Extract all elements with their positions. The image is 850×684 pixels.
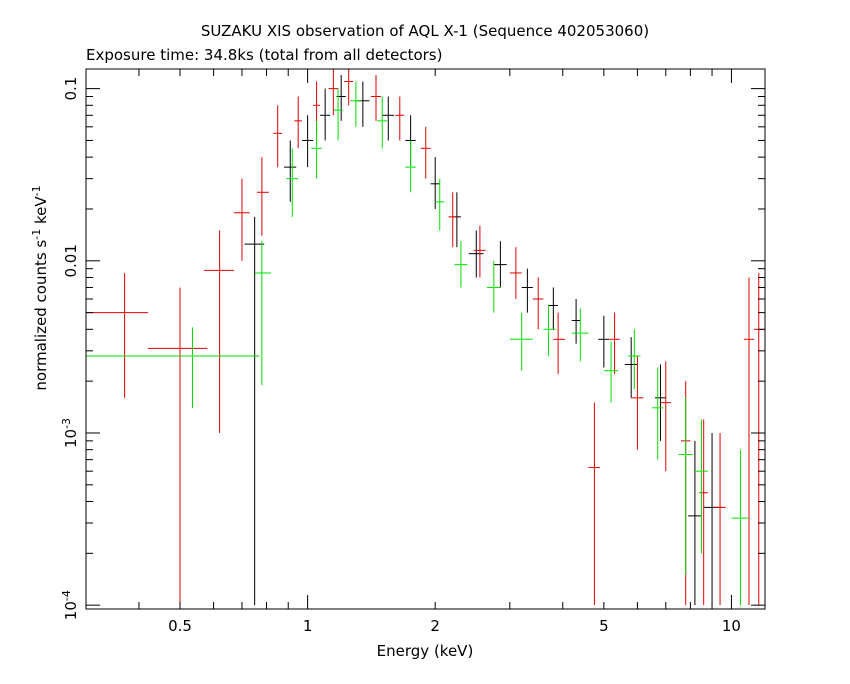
data-point: [377, 96, 388, 149]
data-point: [448, 192, 457, 248]
data-point: [543, 305, 556, 356]
data-point: [731, 449, 749, 606]
data-point: [294, 96, 303, 149]
data-point: [382, 96, 395, 141]
data-point: [86, 327, 260, 408]
data-point: [588, 402, 601, 606]
y-tick-label: 0.01: [62, 244, 80, 277]
data-point: [532, 277, 544, 330]
data-point: [548, 287, 559, 330]
y-tick-label: 10-3: [60, 418, 80, 448]
data-point: [320, 88, 331, 141]
series-1: [86, 69, 764, 606]
data-point: [254, 241, 272, 385]
tick-layer: 0.5 1 2 5 10 0.1 0.01 10-3 10-4: [60, 69, 765, 635]
x-tick-label: 1: [303, 617, 313, 635]
data-point: [302, 115, 314, 168]
data-point: [703, 432, 722, 606]
data-point: [699, 419, 708, 606]
data-point: [430, 157, 440, 209]
data-point: [609, 312, 620, 375]
data-point: [509, 312, 533, 371]
data-point: [694, 419, 708, 554]
data-point: [678, 397, 693, 575]
data-point: [714, 432, 726, 606]
data-point: [474, 225, 486, 278]
data-point: [370, 74, 382, 121]
data-point: [598, 315, 610, 368]
y-axis-label-exponent-2: -1: [30, 185, 43, 196]
data-point: [743, 277, 754, 606]
data-point: [286, 148, 299, 217]
data-point: [244, 216, 265, 606]
data-point: [454, 241, 468, 288]
data-point: [627, 329, 641, 390]
data-point: [420, 126, 431, 179]
data-point: [355, 81, 370, 127]
data-point: [452, 192, 461, 248]
data-point: [395, 96, 405, 141]
data-point: [688, 440, 702, 606]
data-point: [147, 287, 208, 606]
data-point: [652, 367, 664, 460]
x-tick-label: 0.5: [168, 617, 192, 635]
x-tick-label: 10: [722, 617, 741, 635]
data-point: [284, 140, 297, 202]
data-point: [435, 178, 445, 231]
y-tick-label: 0.1: [62, 77, 80, 101]
data-point: [344, 69, 354, 106]
data-point: [486, 260, 501, 313]
data-point: [204, 230, 234, 433]
y-axis-label-text: normalized counts s: [32, 240, 50, 391]
series-0: [86, 74, 722, 606]
data-point: [86, 327, 260, 408]
data-point: [257, 157, 269, 236]
data-point: [493, 241, 507, 288]
x-axis-label: Energy (keV): [377, 642, 474, 660]
chart-title: SUZAKU XIS observation of AQL X-1 (Seque…: [201, 22, 649, 40]
data-point: [273, 105, 282, 168]
plot-frame: [85, 68, 766, 610]
data-point: [405, 140, 416, 193]
data-point: [468, 230, 484, 278]
y-tick-label: 10-4: [60, 590, 80, 620]
y-axis-label-unit: keV: [32, 196, 50, 229]
data-point: [571, 308, 589, 362]
y-axis-label: normalized counts s-1 keV-1: [30, 185, 50, 390]
x-tick-label: 5: [599, 617, 609, 635]
data-point: [86, 272, 148, 398]
data-point: [571, 298, 581, 344]
data-point: [624, 337, 638, 398]
data-point: [350, 81, 362, 127]
data-point: [553, 312, 566, 375]
data-point: [509, 247, 522, 299]
data-point: [311, 120, 322, 179]
y-axis-label-exponent-1: -1: [30, 229, 43, 240]
x-tick-label: 2: [430, 617, 440, 635]
data-layer: [86, 69, 764, 606]
data-point: [233, 178, 250, 261]
chart-subtitle: Exposure time: 34.8ks (total from all de…: [86, 46, 442, 64]
series-2: [86, 81, 749, 606]
data-point: [333, 88, 343, 141]
data-point: [631, 355, 644, 450]
data-point: [753, 272, 764, 606]
data-point: [521, 268, 533, 313]
data-point: [328, 69, 339, 116]
data-point: [603, 341, 619, 403]
data-point: [660, 361, 671, 472]
